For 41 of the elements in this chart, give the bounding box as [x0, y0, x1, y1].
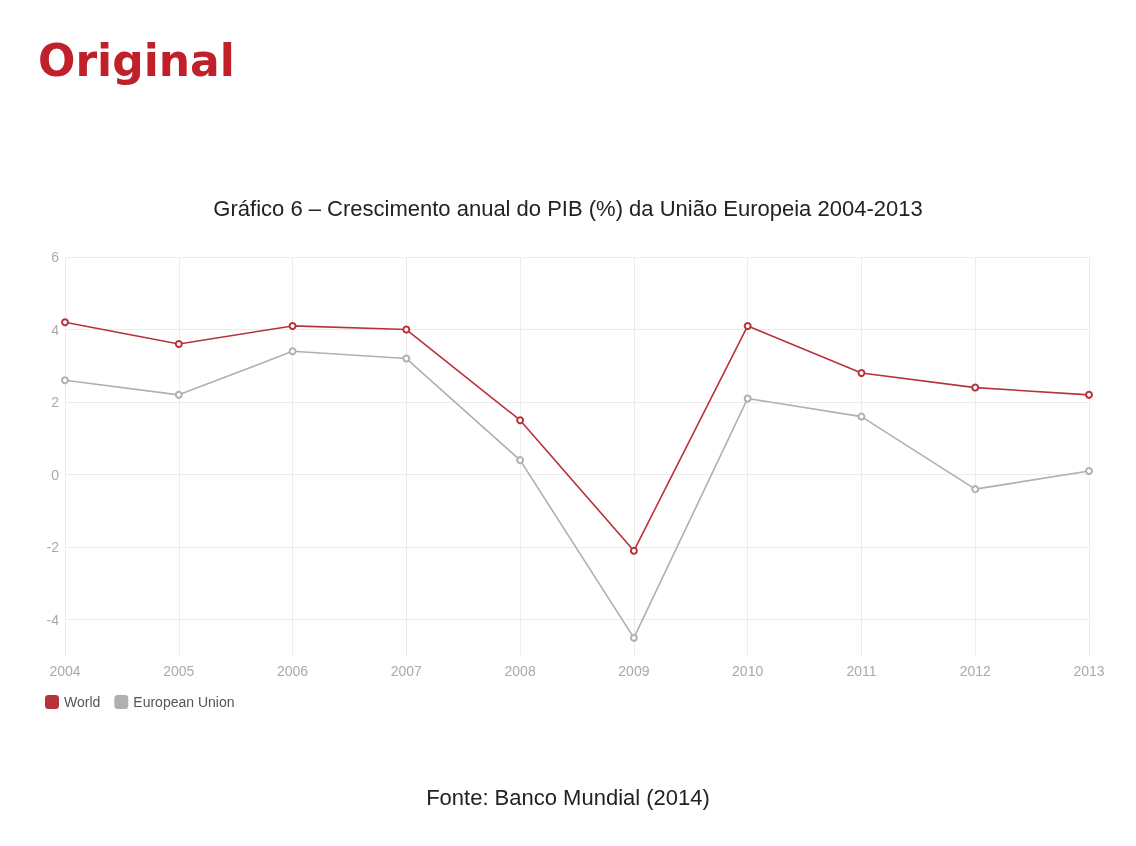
- y-tick-label: -2: [46, 539, 60, 556]
- y-tick-label: 0: [51, 466, 60, 483]
- chart-title: Gráfico 6 – Crescimento anual do PIB (%) da União Europeia 2004-2013: [213, 195, 923, 221]
- y-tick-label: 4: [51, 321, 60, 338]
- point: [288, 347, 297, 356]
- point: [174, 390, 183, 399]
- x-tick-label: 2013: [1073, 663, 1105, 679]
- y-tick-label: 2: [51, 394, 60, 411]
- point: [971, 383, 980, 392]
- point: [629, 546, 638, 555]
- point: [629, 633, 638, 642]
- point: [288, 321, 297, 330]
- point: [61, 376, 69, 385]
- point: [857, 369, 866, 378]
- point: [1085, 390, 1093, 399]
- point: [174, 340, 183, 349]
- source-note: Fonte: Banco Mundial (2014): [426, 784, 710, 810]
- x-tick-label: 2012: [959, 663, 991, 679]
- legend-label: World: [64, 694, 101, 710]
- x-tick-label: 2005: [163, 663, 195, 679]
- point: [857, 412, 866, 421]
- point: [971, 485, 980, 494]
- point: [402, 354, 411, 363]
- point: [402, 325, 411, 334]
- y-tick-label: 6: [51, 249, 60, 265]
- x-tick-label: 2006: [276, 663, 309, 679]
- text: Original: [38, 34, 235, 86]
- legend-label: European Union: [133, 694, 235, 710]
- point: [516, 416, 525, 425]
- point: [1085, 467, 1093, 476]
- x-tick-label: 2007: [390, 663, 423, 679]
- x-tick-label: 2009: [618, 663, 650, 679]
- x-tick-label: 2011: [846, 663, 877, 679]
- point: [743, 321, 752, 330]
- x-tick-label: 2004: [49, 663, 81, 679]
- point: [516, 456, 525, 465]
- point: [743, 394, 752, 403]
- y-tick-label: -4: [46, 611, 60, 628]
- x-tick-label: 2008: [504, 663, 536, 679]
- x-tick-label: 2010: [732, 663, 764, 679]
- point: [61, 318, 69, 327]
